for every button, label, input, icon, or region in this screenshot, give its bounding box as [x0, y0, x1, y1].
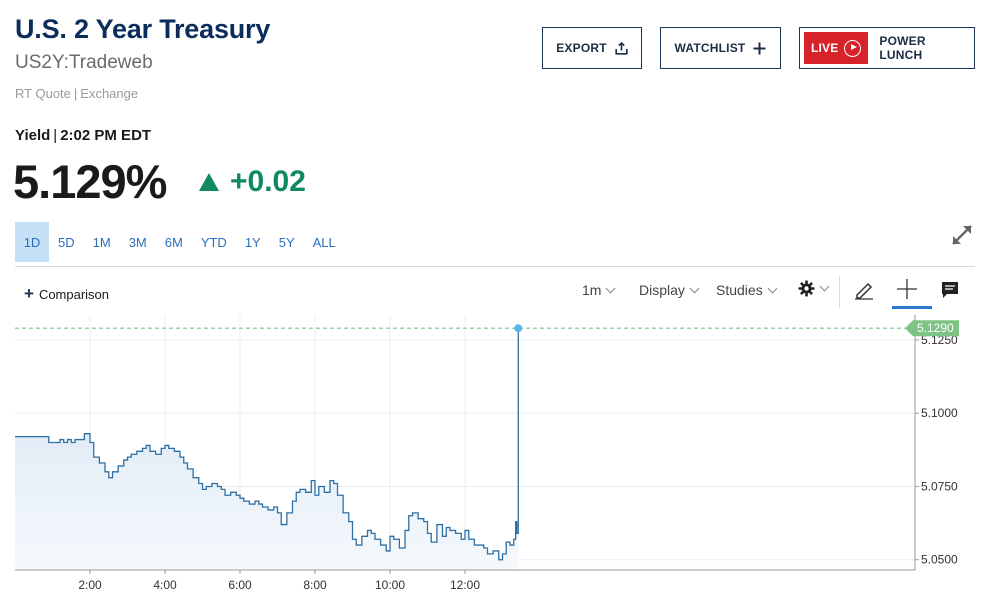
comparison-label: Comparison: [38, 286, 110, 302]
x-axis-ticks: 2:00 4:00 6:00 8:00 10:00 12:00: [78, 570, 480, 592]
live-badge: LIVE: [804, 32, 869, 64]
share-icon: [615, 41, 628, 55]
gear-icon: [798, 280, 815, 297]
chevron-down-icon: [767, 283, 778, 293]
quote-time: 2:02 PM EDT: [60, 127, 152, 144]
watchlist-button[interactable]: WATCHLIST: [660, 27, 781, 69]
exchange-label: Exchange: [80, 86, 139, 101]
toolbar-divider: [15, 266, 975, 267]
page-title: U.S. 2 Year Treasury: [15, 14, 271, 44]
range-tab-3m[interactable]: 3M: [128, 234, 147, 250]
quote-separator: |: [73, 86, 78, 101]
settings-dropdown[interactable]: [798, 280, 830, 297]
change-value: +0.02: [230, 165, 306, 198]
range-tab-1d[interactable]: 1D: [15, 222, 49, 262]
x-tick-label: 6:00: [228, 578, 252, 592]
range-tab-all[interactable]: ALL: [312, 234, 336, 250]
comparison-button[interactable]: + Comparison: [24, 284, 109, 304]
interval-dropdown[interactable]: 1m: [582, 282, 616, 298]
yield-timestamp: Yield | 2:02 PM EDT: [15, 127, 151, 144]
studies-label: Studies: [716, 282, 763, 298]
up-arrow-icon: [199, 173, 219, 191]
annotation-icon[interactable]: [940, 280, 960, 300]
export-label: EXPORT: [556, 41, 607, 55]
range-tab-5d[interactable]: 5D: [58, 234, 75, 250]
yield-label: Yield: [15, 127, 51, 144]
range-tab-6m[interactable]: 6M: [164, 234, 183, 250]
crosshair-icon[interactable]: [896, 278, 918, 300]
y-tick-label: 5.1250: [921, 333, 958, 347]
y-tick-label: 5.0750: [921, 479, 958, 493]
plus-icon: [753, 42, 766, 54]
x-tick-label: 10:00: [375, 578, 405, 592]
y-axis-ticks: 5.0500 5.0750 5.1000 5.1250: [915, 333, 958, 567]
yield-chart[interactable]: 5.0500 5.0750 5.1000 5.1250 2:00 4:00 6:00 8:0…: [0, 310, 985, 608]
range-tab-ytd[interactable]: YTD: [200, 234, 227, 250]
display-dropdown[interactable]: Display: [639, 282, 700, 298]
x-tick-label: 4:00: [153, 578, 177, 592]
chevron-down-icon: [819, 281, 830, 292]
last-price: 5.129%: [13, 155, 167, 208]
yield-line: [15, 328, 519, 561]
pencil-icon[interactable]: [853, 278, 875, 300]
y-tick-label: 5.0500: [921, 553, 958, 567]
chevron-down-icon: [689, 283, 700, 293]
range-tab-5y[interactable]: 5Y: [278, 234, 295, 250]
quote-source: RT Quote | Exchange: [15, 86, 138, 101]
expand-icon[interactable]: [948, 221, 976, 249]
watchlist-label: WATCHLIST: [674, 41, 746, 55]
range-tab-1y[interactable]: 1Y: [244, 234, 261, 250]
display-label: Display: [639, 282, 685, 298]
current-value-point: [514, 324, 523, 333]
toolbar-separator: [839, 276, 840, 308]
play-icon: [844, 39, 862, 57]
live-label: LIVE: [810, 41, 839, 55]
symbol-label: US2Y:Tradeweb: [15, 52, 153, 73]
price-change: +0.02: [199, 165, 306, 199]
quote-type: RT Quote: [15, 86, 71, 101]
interval-label: 1m: [582, 282, 602, 298]
studies-dropdown[interactable]: Studies: [716, 282, 778, 298]
yield-separator: |: [53, 127, 58, 144]
crosshair-active-indicator: [892, 306, 932, 309]
yield-area: [15, 328, 519, 570]
x-tick-label: 2:00: [78, 578, 102, 592]
current-value-label: 5.1290: [917, 321, 954, 335]
plus-icon: +: [24, 284, 34, 303]
range-tab-1m[interactable]: 1M: [92, 234, 111, 250]
time-range-tabs: 1D 5D 1M 3M 6M YTD 1Y 5Y ALL: [15, 222, 345, 262]
current-value-tag-bg: [905, 320, 959, 337]
export-button[interactable]: EXPORT: [542, 27, 642, 69]
y-tick-label: 5.1000: [921, 406, 958, 420]
current-value-tag: 5.1290: [905, 320, 959, 337]
x-tick-label: 8:00: [303, 578, 327, 592]
x-tick-label: 12:00: [450, 578, 480, 592]
live-power-lunch-button[interactable]: LIVE POWER LUNCH: [799, 27, 975, 69]
live-show-label: POWER LUNCH: [879, 34, 926, 62]
chevron-down-icon: [606, 283, 616, 293]
